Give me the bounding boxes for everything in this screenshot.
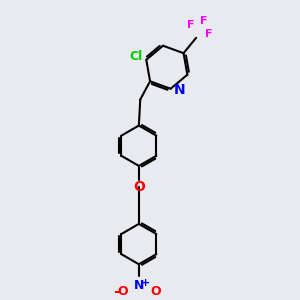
Text: F: F [205, 28, 213, 39]
Text: N: N [134, 279, 145, 292]
Text: F: F [200, 16, 208, 26]
Text: O: O [150, 285, 161, 298]
Text: O: O [117, 285, 128, 298]
Text: N: N [173, 83, 185, 97]
Text: Cl: Cl [130, 50, 143, 63]
Text: F: F [188, 20, 195, 30]
Text: -: - [113, 284, 120, 299]
Text: +: + [140, 278, 150, 288]
Text: O: O [133, 181, 145, 194]
